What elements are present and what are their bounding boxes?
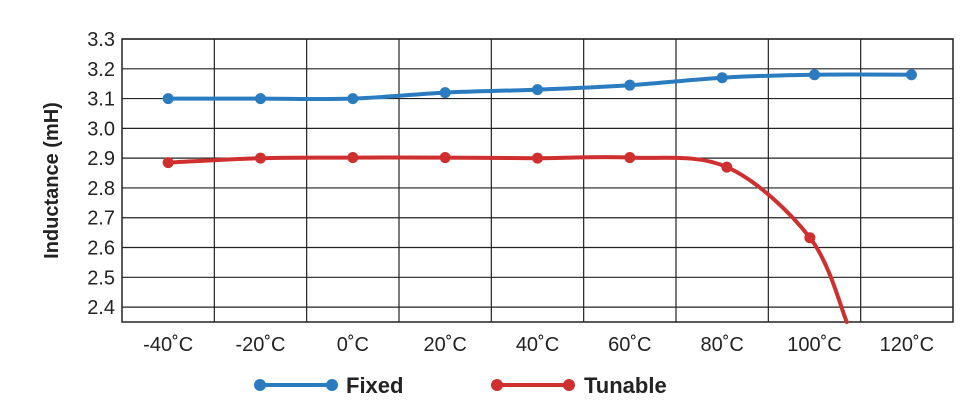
legend-marker [491, 379, 503, 391]
y-tick-label: 2.5 [87, 267, 115, 289]
data-point [162, 157, 174, 169]
data-point [439, 87, 451, 99]
y-tick-label: 2.7 [87, 208, 115, 230]
legend-marker [254, 379, 266, 391]
x-tick-label: 20˚C [423, 334, 466, 356]
x-tick-label: 100˚C [787, 334, 841, 356]
y-tick-label: 3.0 [87, 118, 115, 140]
series-group [162, 69, 917, 324]
data-point [905, 69, 917, 81]
data-point [721, 161, 733, 173]
y-axis-title: Inductance (mH) [41, 102, 63, 259]
x-tick-label: -40˚C [143, 334, 193, 356]
data-point [716, 72, 728, 84]
series-fixed [162, 69, 917, 105]
y-tick-label: 2.6 [87, 238, 115, 260]
y-tick-label: 3.2 [87, 59, 115, 81]
x-tick-label: -20˚C [235, 334, 285, 356]
legend-item-fixed: Fixed [254, 373, 403, 398]
y-tick-label: 2.9 [87, 148, 115, 170]
series-tunable [162, 152, 849, 324]
legend-marker [326, 379, 338, 391]
data-point [347, 152, 359, 164]
data-point [162, 93, 174, 105]
x-axis-ticks: -40˚C -20˚C 0˚C 20˚C 40˚C 60˚C 80˚C 100˚C 120˚C [143, 334, 934, 356]
y-tick-label: 2.4 [87, 297, 115, 319]
data-point [439, 152, 451, 164]
data-point [532, 84, 543, 96]
y-tick-label: 2.8 [87, 178, 115, 200]
series-line [166, 155, 849, 324]
legend-label: Fixed [346, 373, 403, 398]
x-tick-label: 0˚C [337, 334, 369, 356]
data-point [532, 152, 543, 164]
y-axis-ticks: 2.4 2.5 2.6 2.7 2.8 2.9 3.0 3.1 3.2 3.3 [87, 29, 115, 319]
data-point [809, 69, 820, 81]
legend-marker [563, 379, 575, 391]
x-tick-label: 60˚C [608, 334, 651, 356]
data-point [255, 152, 266, 164]
data-point [804, 232, 816, 244]
x-tick-label: 120˚C [880, 334, 934, 356]
data-point [624, 79, 636, 91]
x-tick-label: 80˚C [700, 334, 743, 356]
legend-item-tunable: Tunable [491, 373, 667, 398]
plot-frame [121, 38, 954, 323]
grid [122, 38, 953, 322]
data-point [624, 152, 636, 164]
legend-label: Tunable [584, 373, 667, 398]
data-point [347, 93, 359, 105]
y-tick-label: 3.1 [87, 89, 115, 111]
x-tick-label: 40˚C [516, 334, 559, 356]
y-tick-label: 3.3 [87, 29, 115, 51]
legend: Fixed Tunable [254, 373, 667, 398]
data-point [255, 93, 266, 105]
